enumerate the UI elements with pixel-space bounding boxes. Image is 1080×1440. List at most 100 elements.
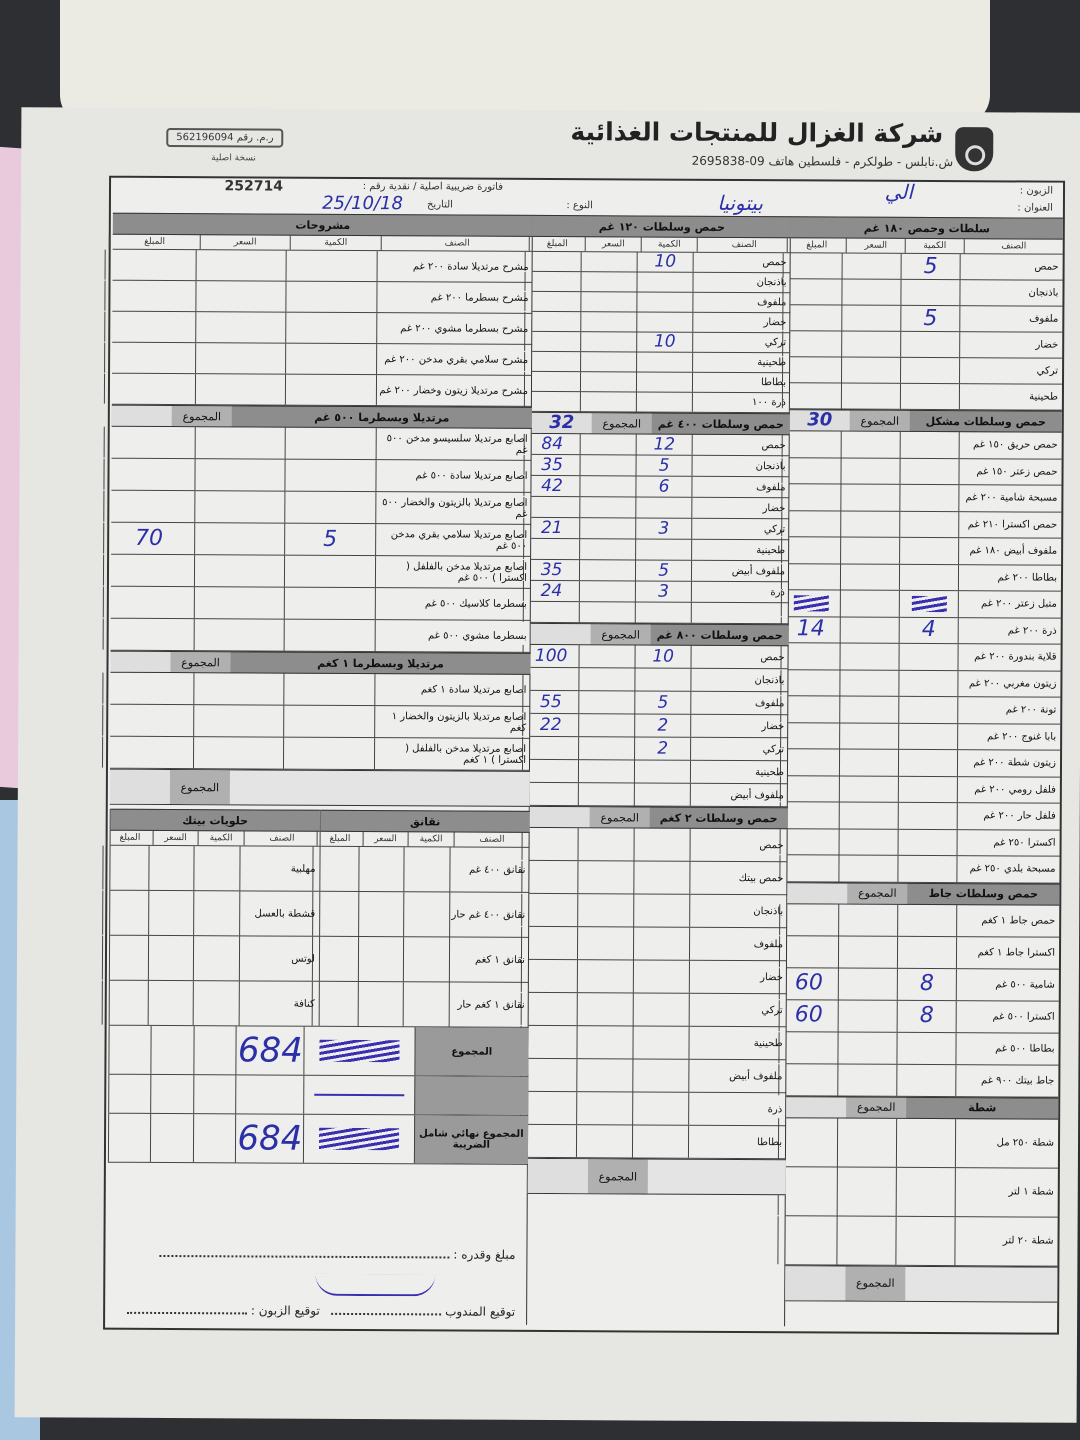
item-quantity[interactable] <box>284 555 375 588</box>
item-amount[interactable] <box>779 828 839 855</box>
item-quantity[interactable] <box>897 776 958 803</box>
totals-value[interactable]: 684 <box>235 1114 304 1163</box>
item-quantity[interactable] <box>632 1026 689 1059</box>
item-cell[interactable] <box>357 847 404 892</box>
item-amount[interactable] <box>782 331 842 357</box>
item-price[interactable] <box>580 332 637 352</box>
item-price[interactable] <box>841 357 901 383</box>
item-price[interactable] <box>840 383 901 409</box>
totals-value[interactable] <box>235 1075 304 1114</box>
item-amount[interactable] <box>782 253 842 279</box>
item-quantity[interactable]: 5 <box>635 455 692 476</box>
item-quantity[interactable] <box>898 696 958 723</box>
item-quantity[interactable] <box>900 357 960 384</box>
item-price[interactable] <box>576 960 634 993</box>
item-quantity[interactable] <box>632 960 690 993</box>
item-quantity[interactable] <box>900 331 960 358</box>
item-cell[interactable] <box>193 936 239 981</box>
item-amount[interactable] <box>782 305 842 331</box>
item-amount[interactable]: 60 <box>778 999 838 1032</box>
item-price[interactable] <box>578 602 635 623</box>
item-price[interactable] <box>192 673 284 705</box>
item-amount[interactable]: 35 <box>523 559 580 581</box>
item-price[interactable] <box>195 250 286 281</box>
item-price[interactable] <box>837 1032 897 1064</box>
item-amount[interactable] <box>780 696 840 723</box>
item-amount[interactable]: 24 <box>522 580 580 602</box>
item-price[interactable] <box>839 749 899 776</box>
item-amount[interactable] <box>780 669 840 696</box>
item-amount[interactable] <box>778 1031 838 1064</box>
item-quantity[interactable] <box>284 459 376 492</box>
item-amount[interactable] <box>779 903 839 936</box>
item-amount[interactable] <box>781 510 841 537</box>
item-quantity[interactable] <box>636 272 693 292</box>
item-amount[interactable] <box>521 893 578 927</box>
item-price[interactable] <box>838 802 898 829</box>
item-quantity[interactable] <box>632 993 689 1026</box>
item-amount[interactable] <box>102 672 194 705</box>
item-price[interactable] <box>578 691 635 714</box>
item-price[interactable] <box>194 459 285 491</box>
item-price[interactable] <box>838 776 899 802</box>
item-amount[interactable] <box>520 959 578 993</box>
item-amount[interactable] <box>779 775 840 802</box>
item-amount[interactable] <box>523 538 580 560</box>
item-amount[interactable] <box>782 279 842 305</box>
item-price[interactable] <box>194 374 286 405</box>
item-quantity[interactable] <box>895 1167 955 1216</box>
item-price[interactable] <box>838 829 898 855</box>
item-quantity[interactable]: 6 <box>635 476 692 497</box>
item-amount[interactable] <box>520 992 577 1026</box>
item-amount[interactable] <box>102 586 194 619</box>
item-price[interactable] <box>576 1026 633 1059</box>
item-cell[interactable] <box>102 845 149 890</box>
item-amount[interactable]: 21 <box>523 517 580 539</box>
item-amount[interactable] <box>522 601 579 623</box>
item-quantity[interactable] <box>634 602 691 623</box>
item-price[interactable] <box>580 272 637 292</box>
item-quantity[interactable] <box>635 392 693 412</box>
item-cell[interactable] <box>102 890 148 935</box>
item-price[interactable] <box>194 427 285 459</box>
item-amount[interactable] <box>520 1091 577 1125</box>
item-cell[interactable] <box>357 892 404 937</box>
item-quantity[interactable] <box>633 861 690 894</box>
item-quantity[interactable] <box>633 927 690 960</box>
item-quantity[interactable] <box>283 705 375 738</box>
item-amount[interactable] <box>524 291 581 312</box>
item-amount[interactable] <box>524 331 581 352</box>
item-price[interactable] <box>579 434 636 455</box>
item-quantity[interactable] <box>283 737 374 770</box>
item-amount[interactable] <box>103 554 194 587</box>
item-quantity[interactable] <box>899 511 959 538</box>
item-amount[interactable] <box>777 1215 837 1265</box>
item-quantity[interactable] <box>283 673 375 706</box>
item-amount[interactable] <box>780 643 840 670</box>
item-price[interactable] <box>839 696 899 723</box>
item-price[interactable] <box>841 305 901 331</box>
item-cell[interactable] <box>147 935 194 981</box>
item-price[interactable] <box>839 564 900 590</box>
item-price[interactable] <box>840 458 900 484</box>
item-quantity[interactable] <box>634 760 691 783</box>
item-cell[interactable] <box>403 937 449 982</box>
item-price[interactable] <box>841 253 901 279</box>
item-price[interactable] <box>193 491 285 523</box>
item-quantity[interactable] <box>898 643 958 670</box>
item-amount[interactable] <box>779 749 840 776</box>
totals-value[interactable]: 684 <box>235 1026 305 1075</box>
item-price[interactable] <box>578 714 635 737</box>
item-quantity[interactable] <box>284 427 376 460</box>
item-quantity[interactable] <box>632 1092 689 1125</box>
item-quantity[interactable]: 2 <box>634 737 691 760</box>
item-amount[interactable]: 70 <box>103 522 194 555</box>
item-amount[interactable] <box>103 373 195 405</box>
item-price[interactable] <box>840 484 900 511</box>
item-amount[interactable] <box>782 357 842 383</box>
item-amount[interactable] <box>102 736 193 769</box>
item-quantity[interactable] <box>897 802 957 829</box>
item-price[interactable] <box>580 312 637 332</box>
item-quantity[interactable] <box>632 1059 689 1092</box>
item-amount[interactable] <box>523 371 581 392</box>
